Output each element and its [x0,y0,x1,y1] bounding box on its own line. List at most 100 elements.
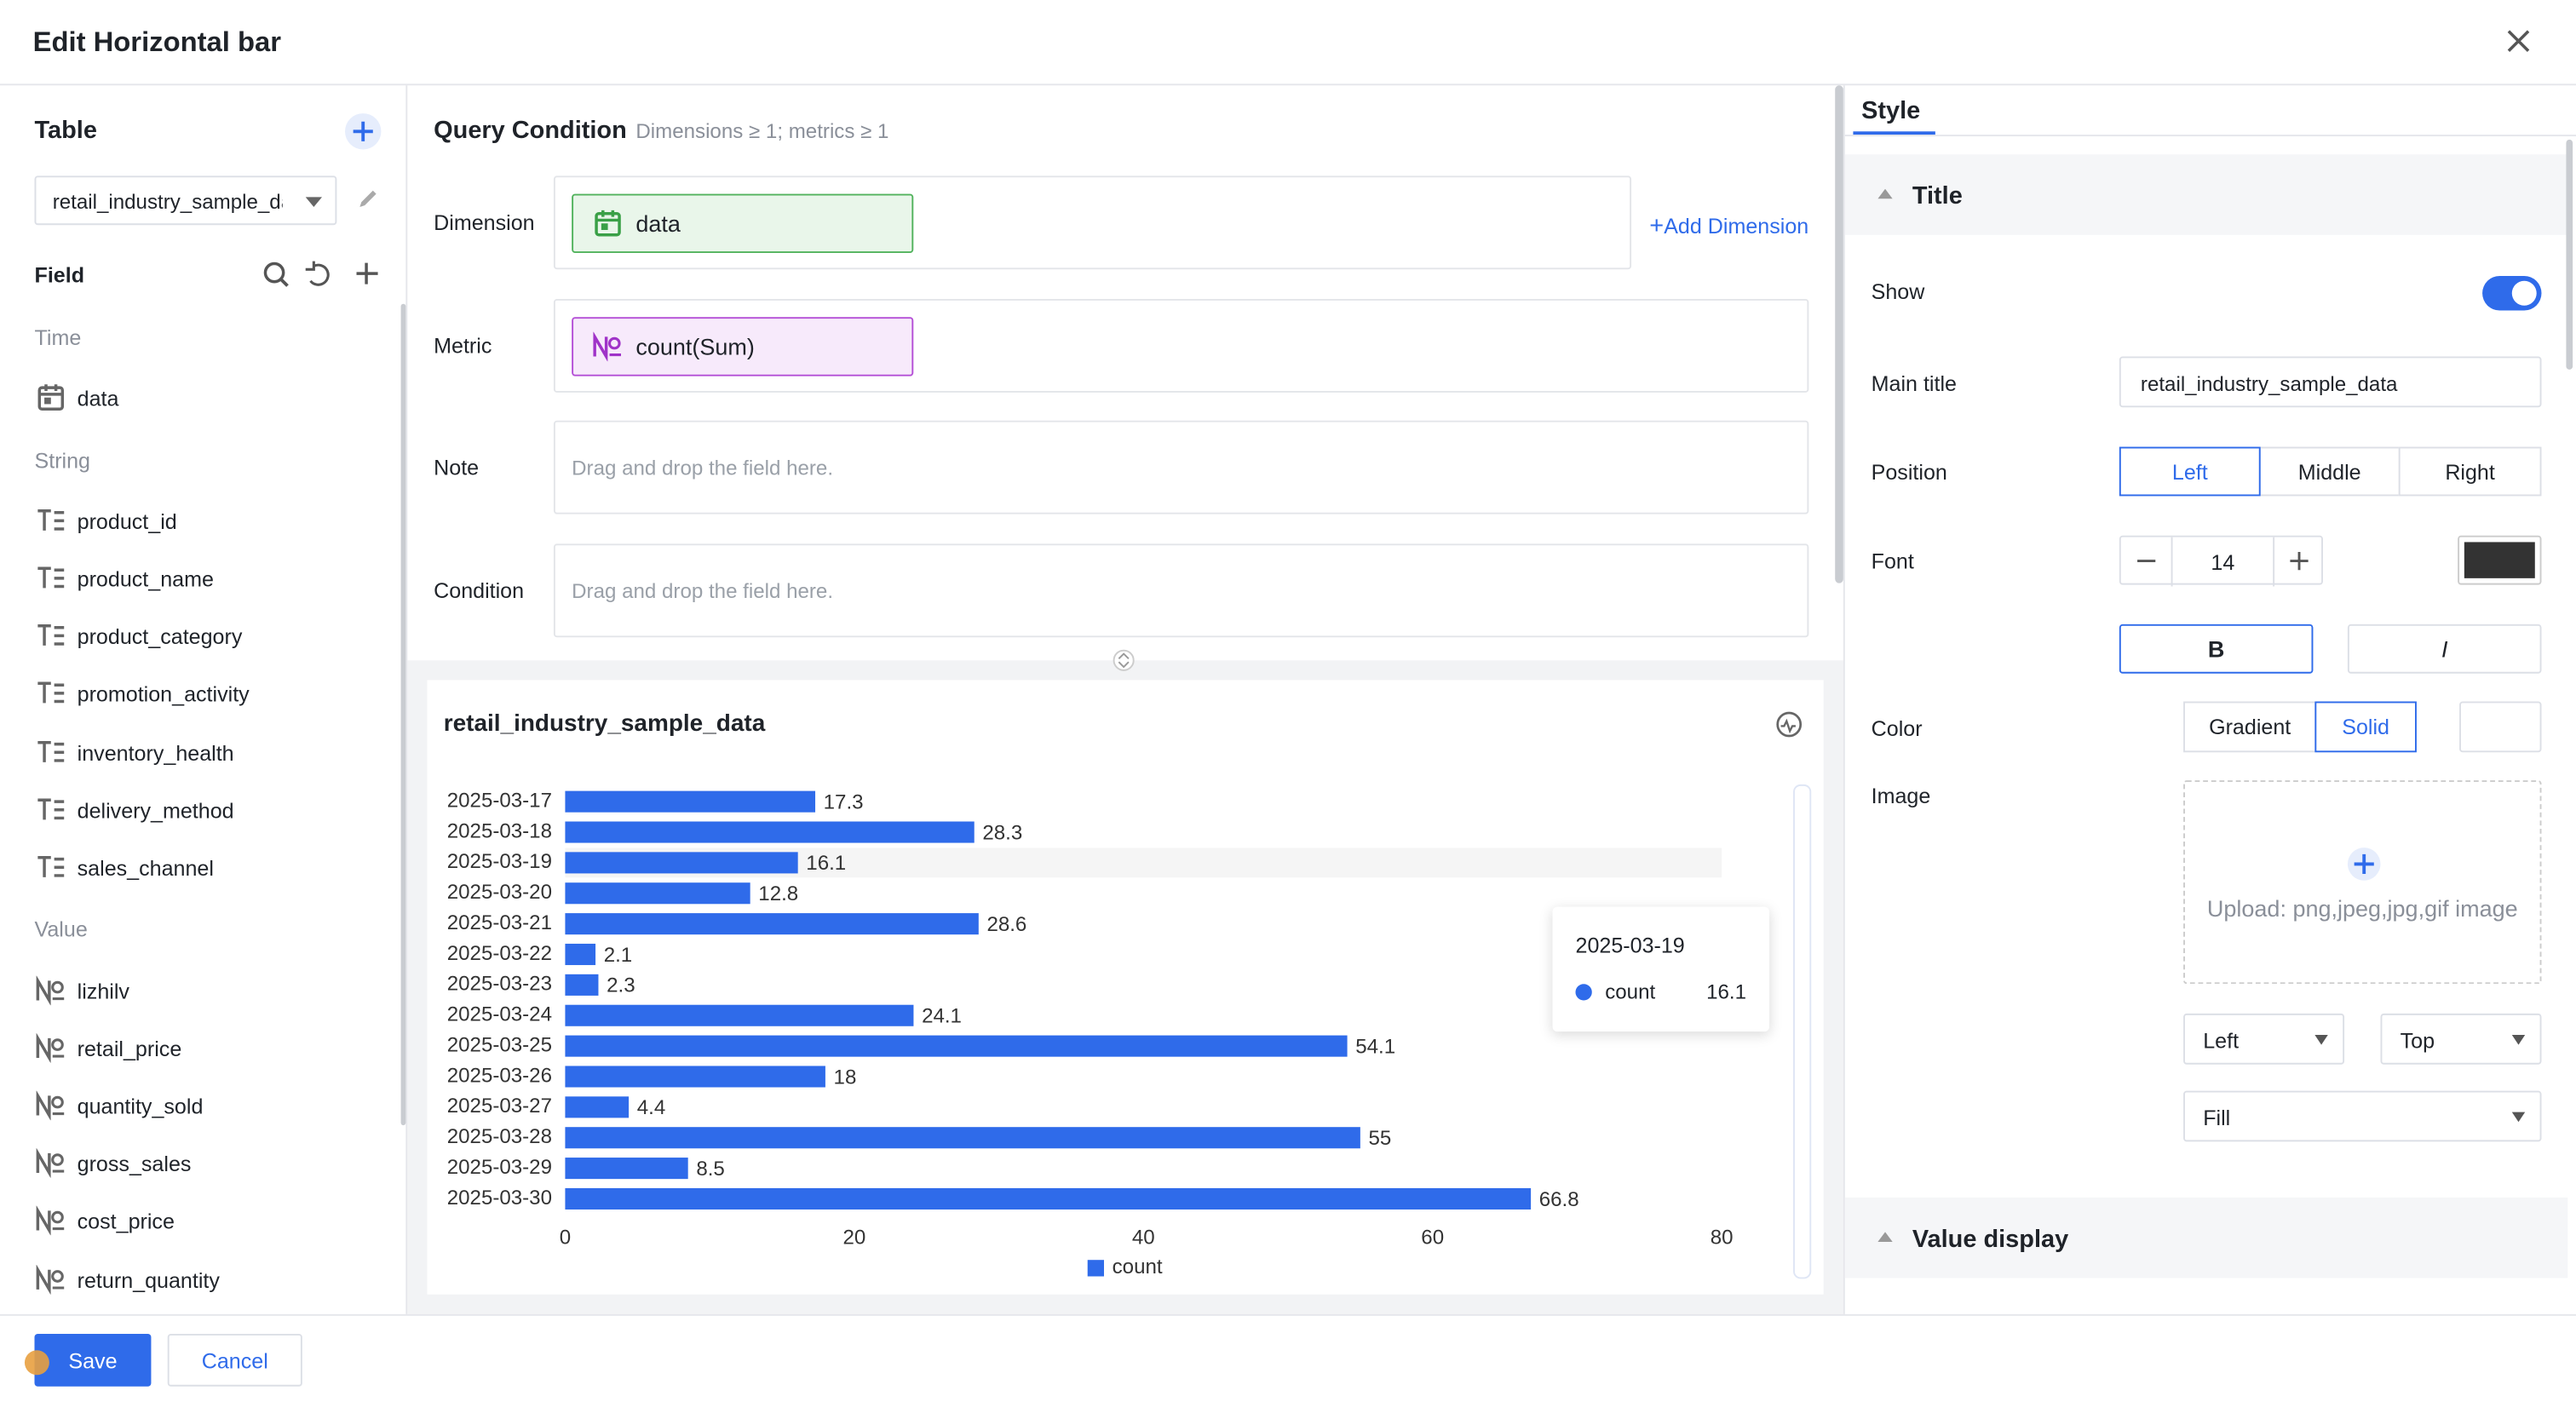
segment-button[interactable]: Solid [2314,701,2417,753]
bar [565,882,750,905]
close-button[interactable] [2505,28,2532,55]
value-icon [36,1148,65,1178]
resize-handle[interactable] [1113,649,1136,672]
field-item[interactable]: promotion_activity [77,682,250,708]
chart-menu-icon[interactable] [1776,711,1803,738]
field-chip[interactable]: count(Sum) [572,317,914,376]
bold-button[interactable]: B [2119,623,2314,674]
dropdown-arrow [305,197,322,207]
bar [565,852,798,874]
segment-button[interactable]: Left [2119,446,2261,497]
bar [565,1004,914,1026]
cancel-button[interactable]: Cancel [167,1333,302,1387]
upload-text: Upload: png,jpeg,jpg,gif image [2206,895,2518,922]
chip-icon [595,210,621,237]
row-label: Note [434,455,480,480]
field-list: Time data String product_id product_name prod… [0,0,405,1314]
table-select[interactable]: retail_industry_sample_data [34,175,337,226]
string-icon [37,509,65,531]
bar [565,943,596,966]
table-heading: Table [34,116,97,145]
value-label: 2.1 [604,944,633,967]
query-hint: Dimensions ≥ 1; metrics ≥ 1 [635,119,889,143]
field-heading: Field [34,262,85,288]
y-tick-label: 2025-03-18 [447,819,552,842]
field-item[interactable]: product_id [77,509,177,534]
edit-icon[interactable] [356,187,379,210]
string-icon [37,566,65,589]
bar [565,821,975,843]
value-label: 55 [1368,1127,1391,1150]
select-value: Top [2400,1028,2435,1054]
y-tick-label: 2025-03-20 [447,881,552,904]
select[interactable]: Top [2380,1013,2542,1065]
title-color[interactable] [2459,701,2542,753]
value-label: 24.1 [922,1005,962,1028]
select[interactable]: Left [2183,1013,2345,1065]
field-item[interactable]: inventory_health [77,740,234,765]
tooltip-series: count [1605,980,1656,1004]
field-item[interactable]: cost_price [77,1210,175,1234]
italic-text: I [2441,635,2448,663]
section-header[interactable]: Value display [1844,1197,2568,1278]
value-icon [36,1264,65,1294]
position-group: Left Middle Right [2119,446,2542,497]
x-tick-label: 80 [1711,1227,1734,1250]
main-title-input[interactable]: retail_industry_sample_data [2119,356,2542,408]
style-tab[interactable]: Style [1861,96,1921,125]
image-label: Image [1871,783,1931,808]
field-item[interactable]: retail_price [77,1036,182,1061]
save-button[interactable]: Save [34,1333,152,1387]
field-item[interactable]: lizhilv [77,978,129,1003]
y-tick-label: 2025-03-29 [447,1156,552,1179]
value-label: 18 [834,1066,857,1089]
font-size-stepper: 14 [2119,535,2325,587]
stepper-buttons[interactable] [2121,537,2325,587]
field-item[interactable]: delivery_method [77,797,234,823]
field-item[interactable]: sales_channel [77,855,214,881]
bar [565,1158,688,1180]
show-toggle[interactable] [2482,275,2542,311]
image-upload[interactable]: Upload: png,jpeg,jpg,gif image [2183,780,2542,985]
save-text: Save [68,1347,118,1373]
value-label: 54.1 [1355,1035,1395,1058]
add-dimension-button[interactable]: +Add Dimension [1649,211,1809,240]
select[interactable]: Fill [2183,1090,2542,1142]
bar [565,1096,630,1118]
field-item[interactable]: product_name [77,566,214,592]
x-tick-label: 0 [560,1227,571,1250]
field-tools[interactable] [262,260,383,290]
field-item[interactable]: product_category [77,624,243,650]
field-item[interactable]: gross_sales [77,1152,192,1177]
field-item[interactable]: return_quantity [77,1267,220,1292]
section-header[interactable]: Title [1844,154,2568,235]
field-group-label: Time [34,325,82,350]
font-color[interactable] [2458,535,2542,585]
tooltip-title: 2025-03-19 [1575,933,1685,958]
segment-button[interactable]: Right [2398,446,2542,497]
x-tick-label: 20 [842,1227,865,1250]
string-icon [37,624,65,646]
segment-button[interactable]: Gradient [2183,701,2317,753]
divider [1844,135,2576,137]
chart: retail_industry_sample_data 0 20 40 60 80 202… [444,710,1812,1279]
field-item[interactable]: quantity_sold [77,1094,204,1119]
row-label: Metric [434,333,492,359]
segment-button[interactable]: Middle [2258,446,2401,497]
field-chip[interactable]: data [572,193,914,253]
y-tick-label: 2025-03-25 [447,1033,552,1056]
time-icon [37,384,65,411]
field-item[interactable]: data [77,386,119,411]
scrollbar [1835,85,1843,583]
divider [405,85,408,1314]
section-title: Title [1912,182,1963,210]
main-title-label: Main title [1871,371,1957,396]
section-title: Value display [1912,1225,2069,1254]
y-tick-label: 2025-03-17 [447,790,552,813]
row-label: Condition [434,577,525,603]
y-tick-label: 2025-03-22 [447,942,552,965]
bar [565,913,979,935]
add-table-button[interactable] [343,112,382,151]
italic-button[interactable]: I [2347,623,2542,674]
dialog-title: Edit Horizontal bar [32,26,282,58]
